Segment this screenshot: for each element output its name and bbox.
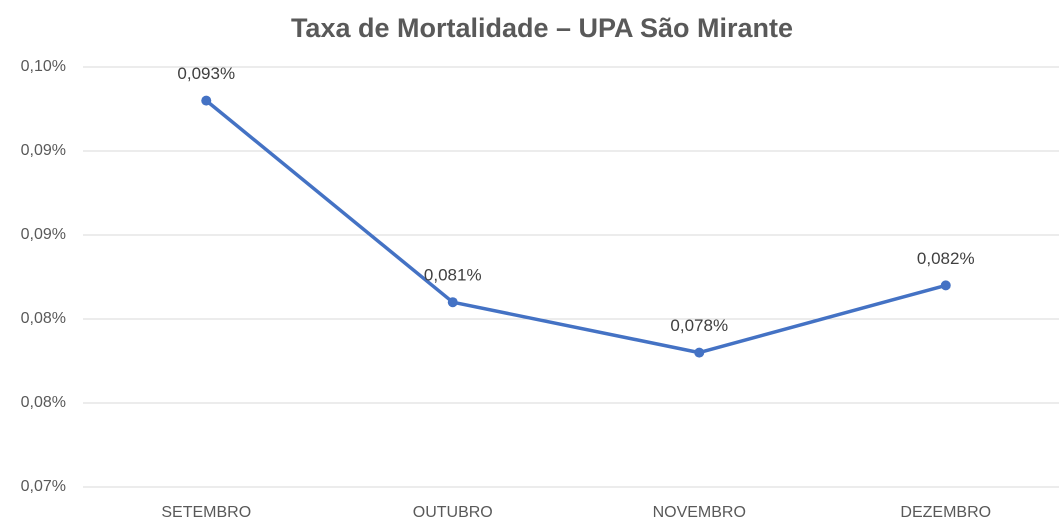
y-tick-label: 0,10% bbox=[21, 58, 66, 75]
y-tick-label: 0,08% bbox=[21, 310, 66, 327]
y-tick-label: 0,08% bbox=[21, 394, 66, 411]
point bbox=[201, 95, 212, 106]
point bbox=[694, 347, 705, 358]
chart-title: Taxa de Mortalidade – UPA São Mirante bbox=[291, 13, 793, 43]
point bbox=[940, 280, 951, 291]
x-tick-label: SETEMBRO bbox=[161, 504, 251, 521]
data-label: 0,082% bbox=[917, 249, 975, 268]
y-tick-label: 0,09% bbox=[21, 226, 66, 243]
data-label: 0,078% bbox=[670, 316, 728, 335]
data-label: 0,081% bbox=[424, 266, 482, 285]
x-tick-label: DEZEMBRO bbox=[900, 504, 991, 521]
x-tick-label: OUTUBRO bbox=[413, 504, 493, 521]
data-label: 0,093% bbox=[177, 64, 235, 83]
point bbox=[447, 297, 458, 308]
y-tick-label: 0,07% bbox=[21, 478, 66, 495]
y-tick-label: 0,09% bbox=[21, 142, 66, 159]
line bbox=[205, 99, 947, 355]
x-tick-label: NOVEMBRO bbox=[653, 504, 746, 521]
